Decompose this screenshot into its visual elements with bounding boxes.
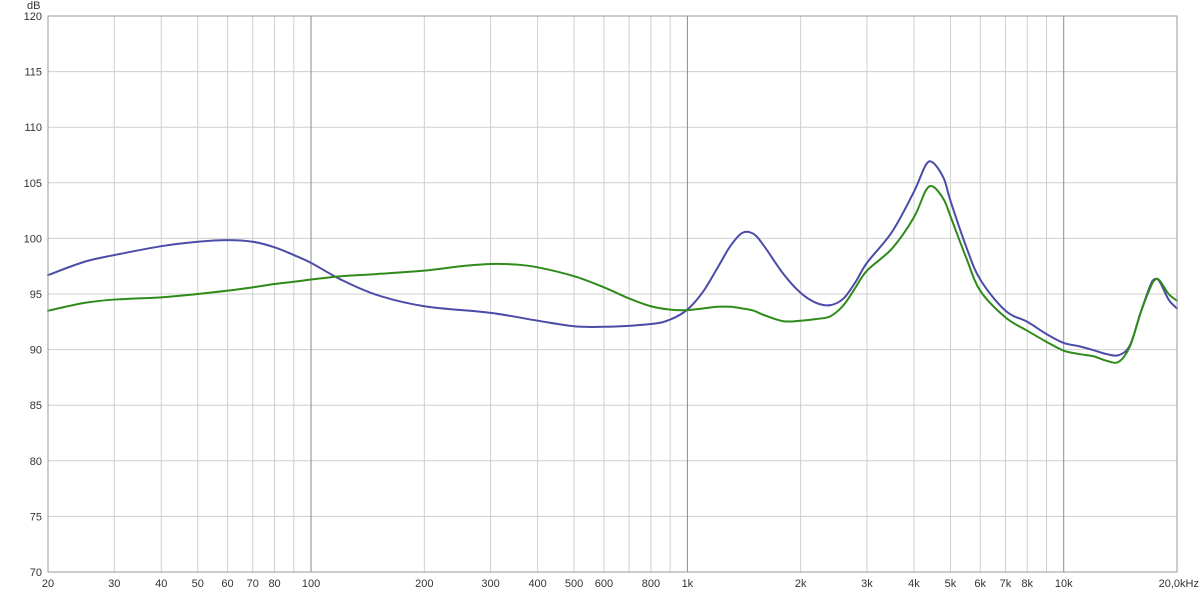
x-tick-label: 200 <box>415 578 433 590</box>
y-tick-label: 100 <box>24 233 42 245</box>
x-tick-label: 2k <box>795 578 807 590</box>
y-tick-label: 115 <box>24 67 42 79</box>
x-tick-label: 60 <box>221 578 233 590</box>
x-tick-label: 100 <box>302 578 320 590</box>
x-tick-labels: 20 30 40 50 60 70 80 100 200 300 400 500 600 800 1k 2k 3… <box>42 578 1199 590</box>
x-tick-label: 30 <box>108 578 120 590</box>
x-tick-label: 500 <box>565 578 583 590</box>
x-tick-label: 40 <box>155 578 167 590</box>
y-tick-label: 95 <box>30 289 42 301</box>
y-axis-unit-label: dB <box>27 0 40 12</box>
series-layer <box>47 160 1178 364</box>
y-tick-label: 105 <box>24 178 42 190</box>
x-tick-label: 80 <box>268 578 280 590</box>
x-tick-label: 7k <box>1000 578 1012 590</box>
x-tick-label: 6k <box>974 578 986 590</box>
series-line-1 <box>47 160 1178 357</box>
x-tick-label: 400 <box>528 578 546 590</box>
series-line-2 <box>47 184 1178 364</box>
grid-layer <box>48 16 1177 572</box>
x-tick-label: 70 <box>247 578 259 590</box>
y-tick-label: 75 <box>30 511 42 523</box>
plot-frame <box>47 15 1178 573</box>
x-tick-label: 8k <box>1021 578 1033 590</box>
y-tick-label: 80 <box>30 456 42 468</box>
x-tick-label: 20,0kHz <box>1159 578 1199 590</box>
y-tick-label: 85 <box>30 400 42 412</box>
y-tick-label: 110 <box>24 122 42 134</box>
y-tick-labels: 70 75 80 85 90 95 100 105 110 115 120 <box>24 11 42 579</box>
y-tick-label: 120 <box>24 11 42 23</box>
y-tick-label: 70 <box>30 567 42 579</box>
x-tick-label: 600 <box>595 578 613 590</box>
y-tick-label: 90 <box>30 345 42 357</box>
x-tick-label: 4k <box>908 578 920 590</box>
x-tick-label: 20 <box>42 578 54 590</box>
x-tick-label: 300 <box>481 578 499 590</box>
x-tick-label: 1k <box>682 578 694 590</box>
x-tick-label: 10k <box>1055 578 1073 590</box>
x-tick-label: 800 <box>642 578 660 590</box>
x-tick-label: 5k <box>945 578 957 590</box>
x-tick-label: 50 <box>192 578 204 590</box>
x-tick-label: 3k <box>861 578 873 590</box>
